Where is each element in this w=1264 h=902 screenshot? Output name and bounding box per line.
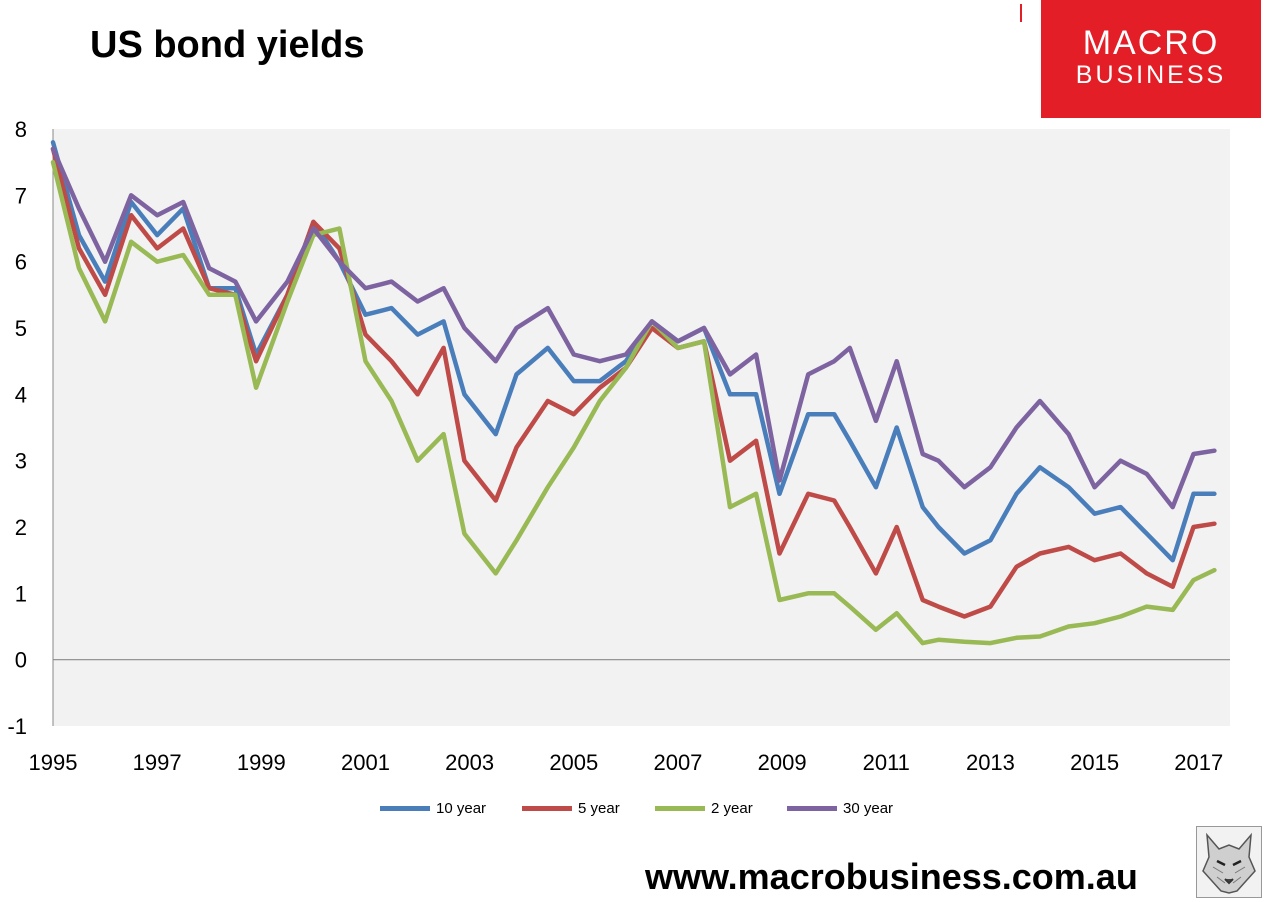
website-url[interactable]: www.macrobusiness.com.au	[645, 856, 1138, 897]
x-tick-label: 2007	[653, 750, 702, 775]
logo-line-1: MACRO	[1082, 24, 1220, 62]
series-layer	[50, 140, 1217, 646]
y-tick-label: 3	[15, 449, 27, 474]
page-title: US bond yields	[90, 24, 365, 66]
legend-label: 5 year	[578, 800, 620, 817]
legend-label: 30 year	[843, 800, 894, 817]
series-line-30-year	[50, 146, 1217, 510]
y-tick-label: 0	[15, 648, 27, 673]
y-tick-label: 2	[15, 515, 27, 540]
legend-item: 10 year	[380, 800, 486, 817]
x-tick-label: 2003	[445, 750, 494, 775]
x-tick-label: 1995	[29, 750, 78, 775]
logo-line-2: BUSINESS	[1075, 61, 1227, 89]
legend-item: 2 year	[655, 800, 753, 817]
x-tick-label: 2005	[549, 750, 598, 775]
legend-label: 10 year	[436, 800, 487, 817]
series-line-5-year	[50, 146, 1217, 619]
x-tick-label: 2017	[1174, 750, 1223, 775]
y-tick-label: 5	[15, 316, 27, 341]
legend-swatch	[787, 806, 837, 811]
x-tick-label: 2011	[863, 750, 910, 775]
decorative-mark	[1020, 4, 1022, 22]
legend-swatch	[380, 806, 430, 811]
chart-legend: 10 year 5 year 2 year 30 year	[0, 800, 1264, 824]
x-tick-label: 1999	[237, 750, 286, 775]
wolf-icon	[1196, 826, 1262, 898]
x-tick-label: 2013	[966, 750, 1015, 775]
x-tick-label: 2001	[341, 750, 390, 775]
y-tick-label: 6	[15, 250, 27, 275]
plot-area	[53, 129, 1230, 726]
legend-label: 2 year	[711, 800, 753, 817]
y-tick-label: 4	[15, 382, 27, 407]
x-tick-label: 2009	[758, 750, 807, 775]
y-tick-label: 8	[15, 117, 27, 142]
legend-swatch	[655, 806, 705, 811]
legend-item: 30 year	[787, 800, 893, 817]
legend-swatch	[522, 806, 572, 811]
legend-item: 5 year	[522, 800, 620, 817]
x-tick-label: 2015	[1070, 750, 1119, 775]
y-tick-label: 1	[15, 581, 27, 606]
macrobusiness-logo[interactable]: MACRO BUSINESS	[1041, 0, 1261, 118]
y-tick-label: 7	[15, 183, 27, 208]
y-tick-label: -1	[7, 714, 27, 739]
x-tick-label: 1997	[133, 750, 182, 775]
